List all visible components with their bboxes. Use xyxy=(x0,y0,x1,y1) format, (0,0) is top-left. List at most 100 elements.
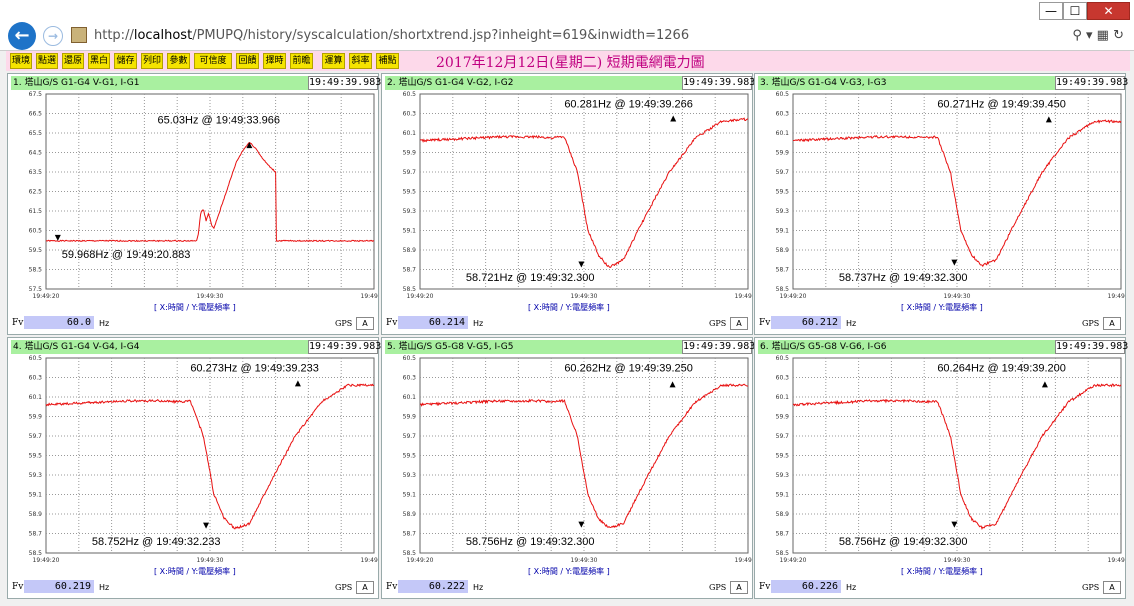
chart-panel-4: 60.5 60.3 60.1 59.9 59.7 59.5 59.3 59.1 58.9 58.7… xyxy=(7,337,382,599)
toolbar-button-10[interactable]: 前瞻 xyxy=(290,53,313,69)
gps-label: GPS xyxy=(709,583,727,592)
frequency-chart[interactable]: 60.5 60.3 60.1 59.9 59.7 59.5 59.3 59.1 58.9 58.7… xyxy=(755,338,1125,598)
toolbar-button-13[interactable]: 補點 xyxy=(376,53,399,69)
fv-label: Fv xyxy=(12,582,24,592)
y-tick-label: 58.7 xyxy=(403,267,417,274)
y-tick-label: 58.5 xyxy=(776,286,790,293)
dropdown-icon[interactable]: ▾ xyxy=(1085,28,1093,43)
frequency-chart[interactable]: 60.5 60.3 60.1 59.9 59.7 59.5 59.3 59.1 58.9 58.7… xyxy=(382,338,752,598)
gps-status[interactable]: A xyxy=(730,317,748,330)
toolbar-button-2[interactable]: 還原 xyxy=(62,53,84,69)
x-tick-label: 19:49:40 xyxy=(735,293,752,300)
fv-value: 60.212 xyxy=(771,316,841,329)
annotation-arrow xyxy=(670,115,677,122)
url-host: localhost xyxy=(133,28,193,43)
toolbar-button-8[interactable]: 回饋 xyxy=(236,53,259,69)
toolbar-button-12[interactable]: 斜率 xyxy=(349,53,372,69)
x-tick-label: 19:49:20 xyxy=(33,293,60,300)
fv-value: 60.214 xyxy=(398,316,468,329)
toolbar-button-1[interactable]: 點選 xyxy=(36,53,58,69)
annotation-arrow xyxy=(951,259,958,266)
gps-status[interactable]: A xyxy=(730,581,748,594)
y-tick-label: 59.1 xyxy=(776,228,790,235)
chart-panel-1: 67.5 66.5 65.5 64.5 63.5 62.5 61.5 60.5 59.5 58.5… xyxy=(7,73,381,335)
forward-button[interactable]: → xyxy=(43,26,63,46)
minimize-button[interactable]: — xyxy=(1039,2,1063,20)
x-tick-label: 19:49:40 xyxy=(361,557,378,564)
url-path: /PMUPQ/history/syscalculation/shortxtren… xyxy=(192,28,690,43)
peak-annotation: 59.968Hz @ 19:49:20.883 xyxy=(62,249,191,261)
y-tick-label: 59.9 xyxy=(776,414,790,421)
toolbar-button-5[interactable]: 列印 xyxy=(141,53,163,69)
toolbar-button-9[interactable]: 擇時 xyxy=(263,53,286,69)
y-tick-label: 60.3 xyxy=(29,375,43,382)
y-tick-label: 59.1 xyxy=(776,492,790,499)
y-tick-label: 59.9 xyxy=(29,414,43,421)
app-toolbar: 環境 點選 還原 黑白 儲存 列印 參數 可信度 回饋 擇時 前瞻 運算 斜率 補點 2017年12月12… xyxy=(6,51,1130,71)
y-tick-label: 58.7 xyxy=(776,531,790,538)
gps-status[interactable]: A xyxy=(1103,581,1121,594)
y-tick-label: 58.5 xyxy=(403,550,417,557)
frequency-chart[interactable]: 60.5 60.3 60.1 59.9 59.7 59.5 59.3 59.1 58.9 58.7… xyxy=(382,74,752,334)
y-tick-label: 59.3 xyxy=(403,472,417,479)
page-favicon-icon xyxy=(71,27,87,43)
gps-status[interactable]: A xyxy=(1103,317,1121,330)
toolbar-button-6[interactable]: 參數 xyxy=(167,53,190,69)
annotation-arrow xyxy=(578,521,585,528)
close-button[interactable]: ✕ xyxy=(1087,2,1130,20)
y-tick-label: 58.5 xyxy=(776,550,790,557)
y-tick-label: 60.5 xyxy=(776,355,790,362)
toolbar-button-11[interactable]: 運算 xyxy=(322,53,345,69)
y-tick-label: 59.5 xyxy=(29,247,43,254)
chart-panel-3: 60.5 60.3 60.1 59.9 59.7 59.5 59.3 59.1 58.9 58.7… xyxy=(754,73,1128,335)
maximize-button[interactable]: ☐ xyxy=(1063,2,1087,20)
back-button[interactable]: ← xyxy=(8,22,36,50)
search-icon[interactable]: ⚲ xyxy=(1072,28,1082,43)
url-prefix: http:// xyxy=(94,28,134,43)
y-tick-label: 59.7 xyxy=(776,433,790,440)
y-tick-label: 66.5 xyxy=(29,111,43,118)
toolbar-button-0[interactable]: 環境 xyxy=(10,53,32,69)
chart-title: 3. 塔山G/S G1-G4 V-G3, I-G3 xyxy=(758,76,1057,90)
hz-unit: Hz xyxy=(846,319,857,328)
x-tick-label: 19:49:20 xyxy=(407,293,434,300)
chart-title: 2. 塔山G/S G1-G4 V-G2, I-G2 xyxy=(385,76,684,90)
y-tick-label: 58.5 xyxy=(403,286,417,293)
y-tick-label: 59.9 xyxy=(776,150,790,157)
chart-title: 5. 塔山G/S G5-G8 V-G5, I-G5 xyxy=(385,340,684,354)
y-tick-label: 58.9 xyxy=(403,247,417,254)
gps-label: GPS xyxy=(709,319,727,328)
annotation-arrow xyxy=(294,380,301,387)
fv-label: Fv xyxy=(386,582,398,592)
chart-panel-6: 60.5 60.3 60.1 59.9 59.7 59.5 59.3 59.1 58.9 58.7… xyxy=(754,337,1128,599)
gps-status[interactable]: A xyxy=(356,317,374,330)
chart-panel-5: 60.5 60.3 60.1 59.9 59.7 59.5 59.3 59.1 58.9 58.7… xyxy=(381,337,755,599)
annotation-arrow xyxy=(203,522,210,529)
y-tick-label: 58.9 xyxy=(403,511,417,518)
gps-status[interactable]: A xyxy=(356,581,374,594)
frequency-series-line xyxy=(793,383,1122,530)
frequency-chart[interactable]: 60.5 60.3 60.1 59.9 59.7 59.5 59.3 59.1 58.9 58.7… xyxy=(8,338,378,598)
y-tick-label: 59.1 xyxy=(403,228,417,235)
annotation-arrow xyxy=(951,521,958,528)
y-tick-label: 67.5 xyxy=(29,91,43,98)
frequency-chart[interactable]: 67.5 66.5 65.5 64.5 63.5 62.5 61.5 60.5 59.5 58.5… xyxy=(8,74,378,334)
fv-value: 60.219 xyxy=(24,580,94,593)
toolbar-button-4[interactable]: 儲存 xyxy=(114,53,137,69)
toolbar-button-7[interactable]: 可信度 xyxy=(194,53,232,69)
y-tick-label: 60.1 xyxy=(776,130,790,137)
chart-panel-2: 60.5 60.3 60.1 59.9 59.7 59.5 59.3 59.1 58.9 58.7… xyxy=(381,73,755,335)
fv-value: 60.0 xyxy=(24,316,94,329)
y-tick-label: 60.3 xyxy=(403,375,417,382)
toolbar-button-3[interactable]: 黑白 xyxy=(88,53,110,69)
annotation-arrow xyxy=(54,234,61,241)
compat-view-icon[interactable]: ▦ xyxy=(1096,28,1109,43)
chart-timestamp: 19:49:39.983 xyxy=(308,340,382,354)
frequency-chart[interactable]: 60.5 60.3 60.1 59.9 59.7 59.5 59.3 59.1 58.9 58.7… xyxy=(755,74,1125,334)
peak-annotation: 65.03Hz @ 19:49:33.966 xyxy=(158,114,280,126)
fv-label: Fv xyxy=(759,582,771,592)
axis-note: [ X:時間 / Y:電壓頻率 ] xyxy=(154,303,236,312)
refresh-icon[interactable]: ↻ xyxy=(1113,28,1124,43)
y-tick-label: 59.7 xyxy=(776,169,790,176)
url-field[interactable]: http://localhost/PMUPQ/history/syscalcul… xyxy=(94,28,689,43)
